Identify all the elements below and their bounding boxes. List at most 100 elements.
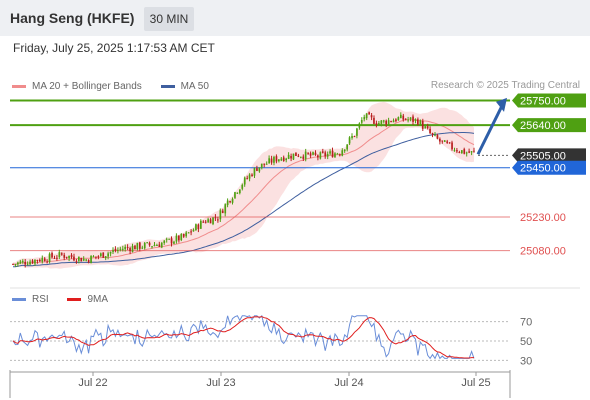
candle-body [197,224,200,230]
candle-body [253,168,256,176]
candle-body [153,244,156,247]
legend-rsi-ma-label: 9MA [87,294,109,305]
candle-body [326,154,329,157]
candle-body [429,128,431,134]
candle-body [151,246,153,248]
level-label-0: 25750.00 [520,95,566,107]
candle-body [461,150,463,154]
level-label-2: 25505.00 [520,150,566,162]
candle-body [441,140,444,142]
candle-body [87,260,90,263]
candle-body [95,256,97,258]
candle-body [246,178,248,180]
candle-body [458,152,461,153]
instrument-title: Hang Seng (HKFE) [10,10,135,26]
candle-body [12,263,14,265]
candle-body [307,152,309,154]
copyright-text: Research © 2025 Trading Central [430,80,580,91]
candle-body [129,248,131,252]
candle-body [278,159,280,162]
candle-body [60,253,63,255]
candle-body [97,256,100,258]
candle-body [112,250,114,252]
rsi-legend: RSI 9MA [12,293,124,305]
candle-body [165,238,168,240]
candle-body [192,229,195,232]
candle-body [309,153,312,156]
candle-body [170,238,173,244]
candle-body [195,224,197,230]
candle-body [370,115,373,118]
chart-datetime: Friday, July 25, 2025 1:17:53 AM CET [13,41,215,55]
candle-body [363,117,366,120]
candle-body [390,121,392,123]
ma50-line [13,132,475,268]
candle-body [234,192,236,198]
candle-body [412,116,414,122]
candle-body [341,150,344,156]
candle-body [258,167,261,172]
candle-body [426,126,429,129]
candle-body [314,152,317,155]
candle-body [448,142,451,144]
candle-body [185,232,187,237]
level-badge-1 [512,118,586,133]
candle-body [270,158,273,163]
candle-body [134,245,136,250]
legend-rsi-ma: 9MA [67,294,108,305]
candle-body [453,150,456,152]
legend-rsi: RSI [12,294,49,305]
candle-body [468,151,470,153]
candle-body [26,264,29,266]
candle-body [119,248,122,250]
candle-body [207,219,209,223]
candle-body [443,140,446,142]
candle-body [14,264,17,266]
rsi-tick-label-2: 30 [520,355,532,367]
candle-body [34,259,36,264]
candle-body [200,220,202,229]
candle-body [295,152,297,156]
candle-body [375,123,378,125]
candle-body [31,260,34,264]
candle-body [351,136,353,139]
candle-body [56,257,58,259]
candle-body [160,242,163,248]
legend-rsi-label: RSI [32,294,49,305]
candle-body [446,141,448,143]
candle-body [414,118,417,121]
candle-body [365,113,368,119]
candle-body [360,120,363,123]
candle-body [387,120,390,125]
candle-body [436,135,439,139]
candle-body [285,158,287,161]
candle-body [212,217,214,225]
legend-ma50: MA 50 [160,81,209,92]
candle-body [356,128,358,136]
candle-body [85,259,87,261]
ma20-line [13,119,475,265]
candle-body [224,204,227,214]
candle-body [190,231,192,233]
candle-body [75,261,78,263]
x-tick-label-3: Jul 25 [461,377,490,389]
candle-body [19,261,22,264]
level-badge-0 [512,93,586,108]
candle-body [404,118,407,120]
candle-body [68,255,70,259]
candle-body [209,219,212,224]
candle-body [202,221,205,223]
timeframe-badge[interactable]: 30 MIN [144,7,194,31]
legend-rsi-swatch [12,298,26,301]
candle-body [348,137,351,144]
candle-body [143,243,146,249]
candle-body [136,242,139,250]
candle-body [251,174,253,177]
rsi-tick-label-0: 70 [520,317,532,329]
candle-body [385,120,387,125]
candle-body [217,219,219,221]
candle-body [39,259,41,262]
projection-arrow [476,103,505,155]
candle-body [317,155,319,158]
